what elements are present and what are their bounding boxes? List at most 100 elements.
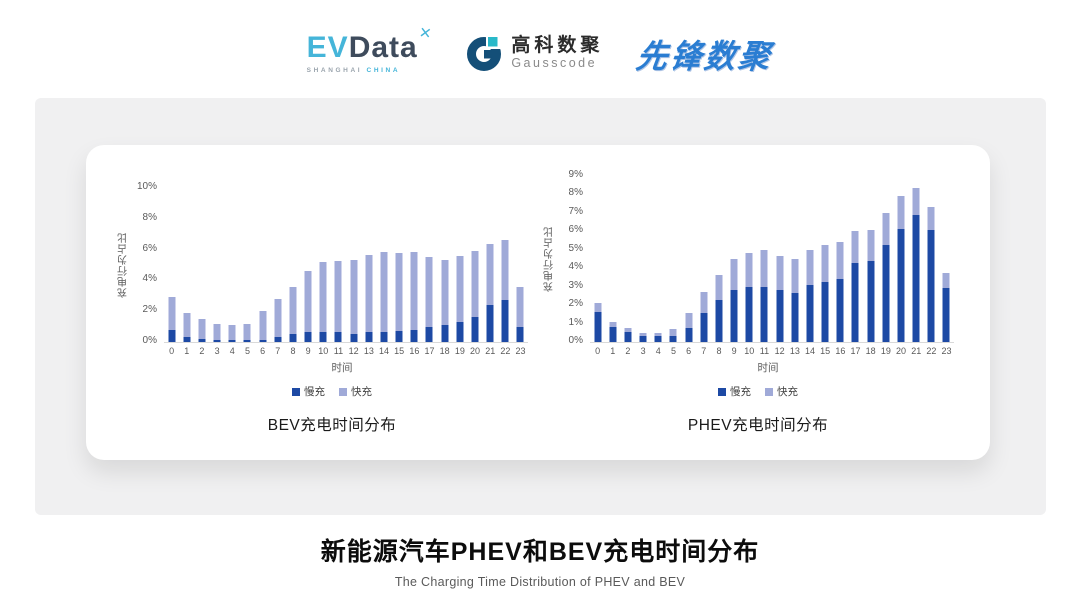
x-axis-ticks: 0 1 2 3 4 5 6 7 8 9 10 11 12 13 14 15 16 17 18 19 20 21 22 23 (164, 346, 528, 356)
evdata-x-icon: ✕ (417, 23, 433, 43)
x-tick-22: 22 (926, 346, 937, 356)
y-tick-2: 2% (142, 304, 157, 316)
bar-hour-12 (350, 260, 358, 342)
x-tick-14: 14 (378, 346, 389, 356)
bar-hour-15 (821, 245, 829, 342)
segment-slow (456, 321, 464, 342)
bar-hour-5 (669, 329, 677, 342)
segment-fast (685, 312, 693, 329)
x-tick-17: 17 (850, 346, 861, 356)
bar-hour-11 (334, 261, 342, 342)
segment-fast (776, 256, 784, 291)
bar-hour-0 (168, 297, 176, 342)
legend-swatch-fast (339, 387, 347, 396)
bar-hour-22 (927, 207, 935, 342)
x-tick-13: 13 (789, 346, 800, 356)
segment-fast (471, 251, 479, 318)
segment-fast (334, 261, 342, 332)
bar-hour-10 (745, 253, 753, 342)
bar-hour-7 (700, 292, 708, 342)
segment-slow (395, 331, 403, 342)
segment-fast (791, 259, 799, 294)
bar-hour-1 (183, 312, 191, 342)
bar-hour-16 (410, 251, 418, 342)
x-tick-3: 3 (214, 346, 220, 356)
x-tick-5: 5 (670, 346, 676, 356)
bar-hour-13 (365, 255, 373, 342)
x-tick-8: 8 (290, 346, 296, 356)
y-tick-0: 0% (568, 335, 583, 346)
bar-hour-7 (274, 298, 282, 342)
segment-fast (243, 323, 251, 341)
bar-hour-6 (685, 312, 693, 342)
x-tick-22: 22 (500, 346, 511, 356)
bev-plot-area: 充电行为占比 0% 2% 4% 6% 8% 10% (116, 171, 528, 346)
x-tick-0: 0 (169, 346, 175, 356)
bar-hour-9 (304, 271, 312, 342)
segment-fast (851, 231, 859, 263)
y-tick-3: 3% (568, 279, 583, 291)
plot-region (164, 188, 528, 343)
bar-hour-3 (213, 323, 221, 342)
segment-slow (654, 336, 662, 342)
legend-item-slow: 慢充 (718, 384, 751, 399)
x-tick-1: 1 (184, 346, 190, 356)
segment-slow (410, 329, 418, 342)
segment-slow (639, 336, 647, 342)
segment-fast (319, 261, 327, 332)
segment-fast (501, 240, 509, 300)
segment-fast (168, 297, 176, 331)
segment-fast (304, 271, 312, 332)
segment-slow (730, 290, 738, 342)
bar-hour-9 (730, 259, 738, 342)
x-tick-11: 11 (759, 346, 770, 356)
segment-fast (806, 249, 814, 285)
segment-slow (897, 228, 905, 342)
x-tick-3: 3 (640, 346, 646, 356)
segment-slow (745, 286, 753, 342)
x-tick-16: 16 (409, 346, 420, 356)
charts-card: 充电行为占比 0% 2% 4% 6% 8% 10% 0 1 2 3 4 5 6 7 8 9 10 11 12 13 1… (86, 145, 990, 460)
segment-fast (715, 274, 723, 300)
segment-fast (441, 259, 449, 326)
segment-slow (380, 332, 388, 342)
segment-slow (183, 336, 191, 342)
segment-fast (730, 259, 738, 291)
segment-fast (836, 241, 844, 280)
x-tick-4: 4 (655, 346, 661, 356)
segment-fast (594, 303, 602, 312)
x-tick-15: 15 (820, 346, 831, 356)
y-tick-7: 7% (568, 205, 583, 217)
x-tick-13: 13 (363, 346, 374, 356)
evdata-data-text: Data (348, 30, 418, 64)
segment-slow (198, 338, 206, 342)
legend-label-fast: 快充 (777, 386, 798, 398)
x-tick-19: 19 (880, 346, 891, 356)
segment-slow (776, 290, 784, 342)
segment-slow (516, 326, 524, 342)
x-tick-10: 10 (318, 346, 329, 356)
charts-panel: 充电行为占比 0% 2% 4% 6% 8% 10% 0 1 2 3 4 5 6 7 8 9 10 11 12 13 1… (35, 98, 1046, 515)
legend-item-fast: 快充 (339, 384, 372, 399)
y-tick-5: 5% (568, 242, 583, 254)
x-tick-1: 1 (610, 346, 616, 356)
segment-slow (927, 230, 935, 342)
bar-hour-19 (456, 255, 464, 342)
bar-hour-18 (867, 230, 875, 342)
x-tick-6: 6 (686, 346, 692, 356)
gausscode-cn-text: 高科数聚 (511, 34, 604, 56)
segment-slow (594, 311, 602, 342)
y-tick-4: 4% (142, 273, 157, 285)
segment-fast (654, 332, 662, 337)
x-tick-15: 15 (394, 346, 405, 356)
segment-slow (760, 286, 768, 342)
evdata-china-text: CHINA (366, 66, 401, 74)
segment-slow (213, 340, 221, 342)
bar-hour-21 (486, 244, 494, 342)
bar-hour-14 (380, 251, 388, 342)
legend: 慢充 快充 (542, 384, 954, 399)
segment-fast (274, 298, 282, 337)
segment-slow (624, 331, 632, 342)
phev-chart: 充电行为占比 0% 1% 2% 3% 4% 5% 6% 7% 8% 9% 0 1 2 3 4 5 6 7 8 9 10… (542, 170, 954, 435)
segment-fast (700, 292, 708, 313)
